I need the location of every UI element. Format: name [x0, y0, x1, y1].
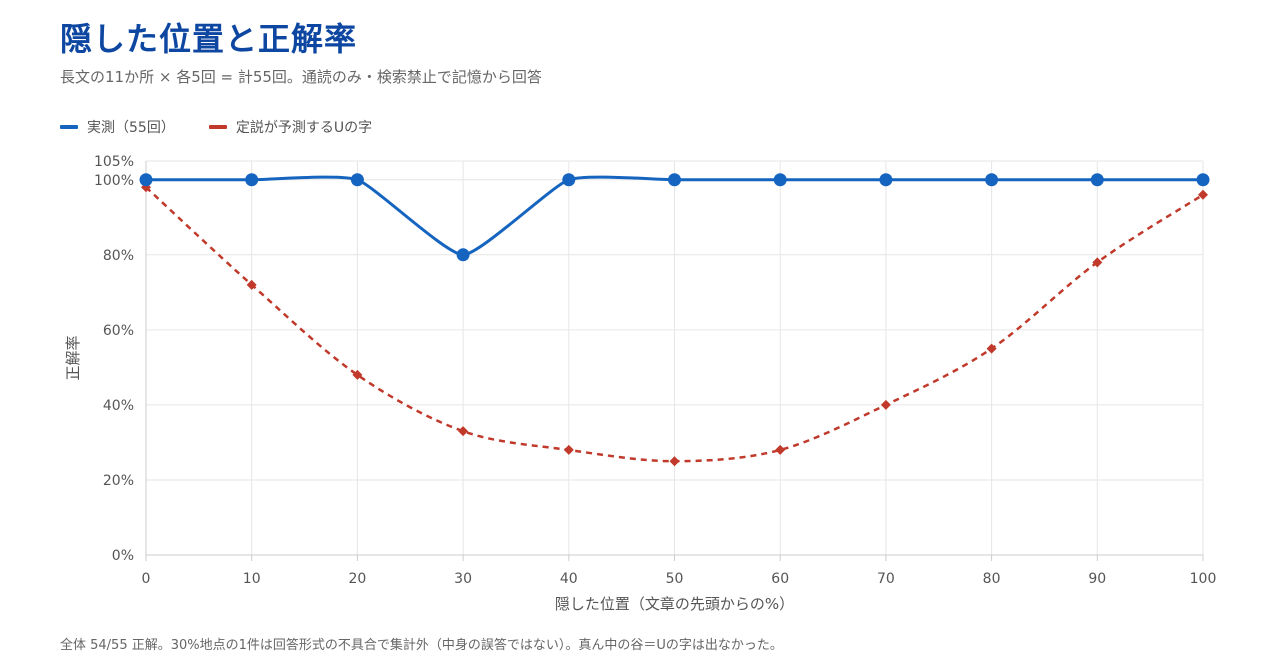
- y-tick-label: 40%: [103, 398, 134, 414]
- data-point-predicted: [986, 343, 997, 354]
- data-point-actual: [668, 173, 681, 187]
- x-tick-label: 10: [243, 571, 261, 587]
- x-tick-label: 0: [142, 571, 151, 587]
- x-tick-label: 70: [877, 571, 895, 587]
- series-layer: [139, 173, 1210, 467]
- data-point-predicted: [775, 444, 786, 455]
- chart-title: 隠した位置と正解率: [60, 20, 358, 58]
- x-tick-label: 40: [560, 571, 578, 587]
- y-axis-title: 正解率: [64, 335, 82, 380]
- legend-label-actual: 実測（55回）: [87, 120, 175, 136]
- data-point-actual: [456, 248, 470, 262]
- x-tick-label: 30: [454, 571, 472, 587]
- data-point-predicted: [669, 456, 680, 467]
- y-tick-label: 60%: [103, 323, 134, 339]
- legend-swatch-predicted: [208, 125, 227, 129]
- legend-item-actual[interactable]: 実測（55回）: [60, 117, 175, 137]
- x-tick-label: 100: [1190, 571, 1217, 587]
- data-point-actual: [139, 173, 153, 187]
- axis-layer: [145, 161, 1204, 561]
- legend-label-predicted: 定説が予測するUの字: [235, 120, 373, 136]
- label-layer: 0% 20% 40% 60% 80% 100% 105% 0 10 20 30 40 50 60 70 80 9…: [64, 154, 1216, 613]
- y-tick-label: 100%: [94, 173, 134, 189]
- y-tick-label: 0%: [112, 548, 134, 564]
- chart-subtitle: 長文の11か所 × 各5回 = 計55回。通読のみ・検索禁止で記憶から回答: [60, 68, 542, 86]
- grid-layer: [145, 160, 1204, 556]
- legend: 実測（55回） 定説が予測するUの字: [60, 117, 406, 137]
- data-point-predicted: [563, 444, 574, 455]
- legend-item-predicted[interactable]: 定説が予測するUの字: [208, 117, 373, 137]
- y-tick-label: 105%: [94, 154, 134, 170]
- x-tick-label: 90: [1088, 571, 1106, 587]
- y-tick-label: 20%: [103, 473, 134, 489]
- data-point-predicted: [880, 399, 891, 410]
- data-point-actual: [879, 173, 893, 187]
- data-point-actual: [1196, 173, 1210, 187]
- y-tick-label: 80%: [103, 248, 134, 264]
- data-point-predicted: [1198, 189, 1208, 200]
- data-point-actual: [350, 173, 364, 187]
- data-point-actual: [773, 173, 787, 187]
- x-axis-title: 隠した位置（文章の先頭からの%）: [555, 595, 794, 613]
- data-point-predicted: [246, 279, 257, 290]
- data-point-actual: [1090, 173, 1104, 187]
- x-tick-label: 80: [983, 571, 1001, 587]
- x-tick-label: 20: [348, 571, 366, 587]
- x-tick-label: 60: [771, 571, 789, 587]
- data-point-actual: [985, 173, 999, 187]
- data-point-predicted: [458, 426, 469, 437]
- x-tick-label: 50: [666, 571, 684, 587]
- data-point-predicted: [1092, 257, 1103, 268]
- data-point-actual: [562, 173, 576, 187]
- data-point-actual: [245, 173, 259, 187]
- footnote: 全体 54/55 正解。30%地点の1件は回答形式の不具合で集計外（中身の誤答で…: [60, 638, 783, 653]
- data-point-predicted: [352, 369, 363, 380]
- legend-swatch-actual: [60, 125, 78, 129]
